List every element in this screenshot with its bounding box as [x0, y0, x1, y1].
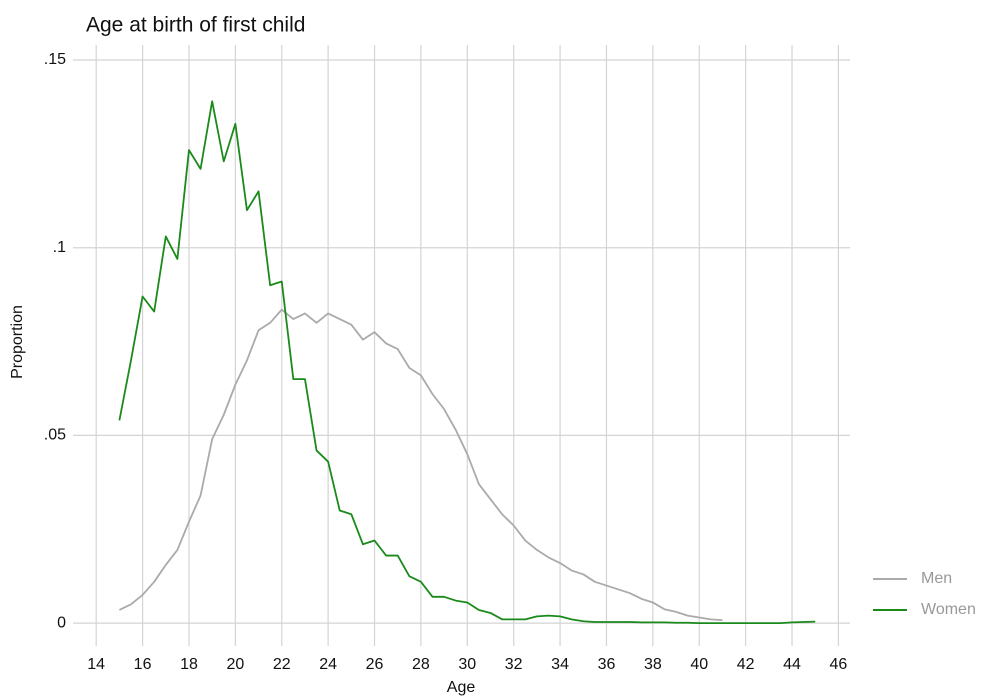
line-series — [118, 308, 723, 621]
x-tick-label: 14 — [87, 656, 105, 673]
y-tick-label: .15 — [44, 51, 66, 68]
line-series — [118, 100, 816, 625]
legend-label: Men — [921, 570, 952, 587]
x-tick-label: 30 — [458, 656, 476, 673]
x-tick-label: 22 — [273, 656, 291, 673]
x-tick-label: 20 — [226, 656, 244, 673]
x-tick-label: 40 — [690, 656, 708, 673]
legend-label: Women — [921, 601, 976, 618]
y-axis-label: Proportion — [9, 305, 26, 379]
y-tick-label: .05 — [44, 427, 66, 444]
x-tick-label: 36 — [598, 656, 616, 673]
x-tick-label: 44 — [783, 656, 801, 673]
x-tick-label: 46 — [830, 656, 848, 673]
x-axis-label: Age — [447, 679, 476, 696]
x-tick-label: 26 — [366, 656, 384, 673]
chart-title: Age at birth of first child — [86, 14, 305, 37]
x-tick-label: 24 — [319, 656, 337, 673]
x-tick-label: 32 — [505, 656, 523, 673]
x-tick-label: 38 — [644, 656, 662, 673]
y-tick-label: .1 — [53, 239, 66, 256]
x-tick-label: 42 — [737, 656, 755, 673]
x-tick-label: 34 — [551, 656, 569, 673]
x-tick-label: 28 — [412, 656, 430, 673]
x-tick-label: 16 — [134, 656, 152, 673]
y-tick-label: 0 — [57, 614, 66, 631]
x-tick-label: 18 — [180, 656, 198, 673]
